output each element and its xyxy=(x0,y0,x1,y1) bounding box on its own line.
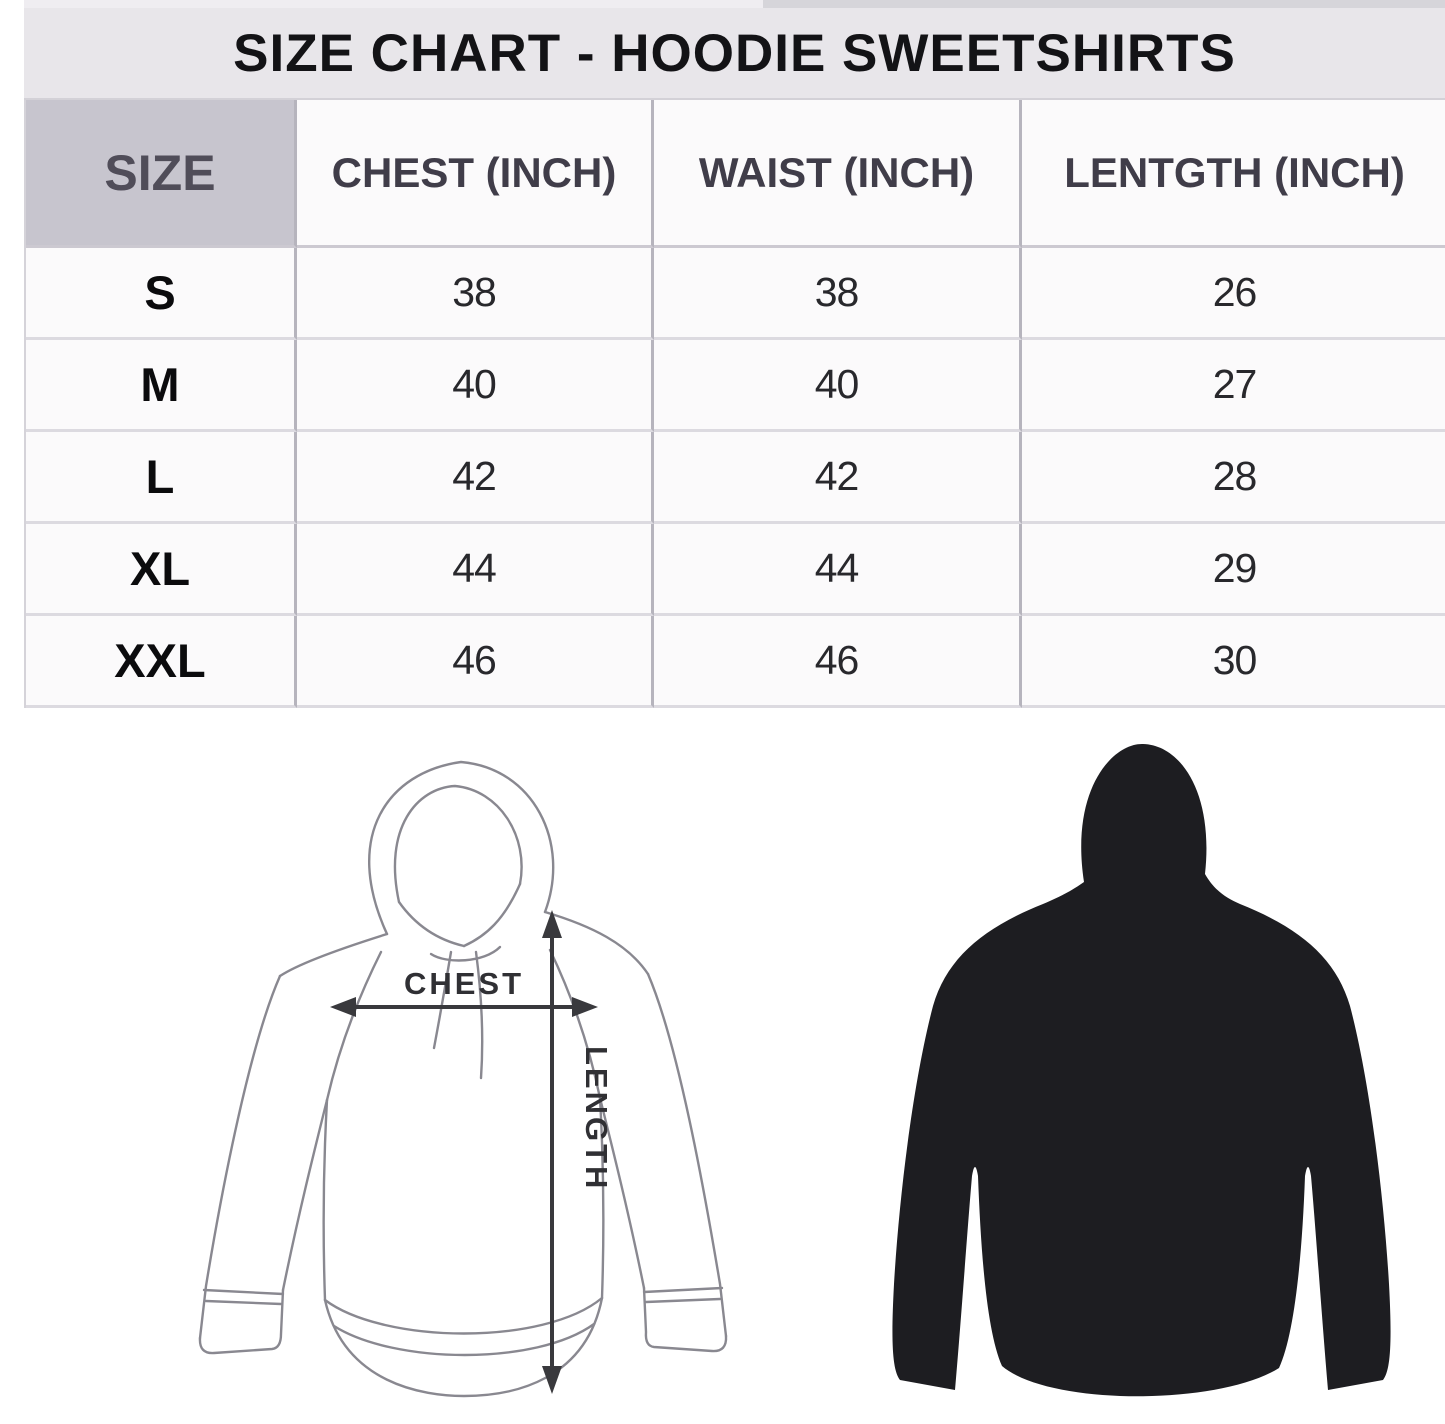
top-edge-strip xyxy=(24,0,1445,8)
row-s-waist: 38 xyxy=(654,248,1022,340)
hood-opening-left-v xyxy=(397,900,466,948)
hood-outer-line xyxy=(368,760,555,936)
row-m-chest: 40 xyxy=(297,340,654,432)
size-chart-sheet: SIZE CHART - HOODIE SWEETSHIRTS SIZE CHE… xyxy=(24,8,1445,708)
body-left xyxy=(322,1098,329,1302)
armhole-left xyxy=(325,950,383,1102)
column-header-size: SIZE xyxy=(26,100,297,248)
hem-top-line xyxy=(323,1296,604,1335)
hoodie-figures: CHEST LENGTH xyxy=(0,734,1445,1424)
column-header-waist: WAIST (INCH) xyxy=(654,100,1022,248)
hem-inner-line xyxy=(332,1322,596,1357)
row-l-length: 28 xyxy=(1022,432,1445,524)
title-bar: SIZE CHART - HOODIE SWEETSHIRTS xyxy=(24,8,1445,100)
chest-measure-label: CHEST xyxy=(404,966,524,1001)
row-xxl-size: XXL xyxy=(26,616,297,708)
hoodie-back-silhouette xyxy=(892,744,1391,1397)
cuff-right xyxy=(642,1286,728,1353)
hoodie-front-outline-diagram: CHEST LENGTH xyxy=(198,760,728,1398)
drawstring-right xyxy=(474,950,484,1080)
shoulder-right xyxy=(543,910,650,976)
row-l-size: L xyxy=(26,432,297,524)
column-header-chest: CHEST (INCH) xyxy=(297,100,654,248)
row-m-size: M xyxy=(26,340,297,432)
row-xxl-chest: 46 xyxy=(297,616,654,708)
size-table: SIZE CHEST (INCH) WAIST (INCH) LENTGTH (… xyxy=(24,100,1445,708)
row-s-chest: 38 xyxy=(297,248,654,340)
cuff-left-seam xyxy=(202,1288,285,1306)
row-m-length: 27 xyxy=(1022,340,1445,432)
row-xl-size: XL xyxy=(26,524,297,616)
silhouette-shape xyxy=(892,744,1391,1397)
hood-opening-right-v xyxy=(462,882,522,948)
drawstring-left xyxy=(432,950,453,1050)
row-xl-chest: 44 xyxy=(297,524,654,616)
sleeve-inner-right xyxy=(598,1096,646,1290)
cuff-left xyxy=(198,1288,285,1355)
row-m-waist: 40 xyxy=(654,340,1022,432)
page-title: SIZE CHART - HOODIE SWEETSHIRTS xyxy=(233,23,1236,83)
chest-arrowhead-left xyxy=(330,997,356,1017)
sleeve-inner-left xyxy=(281,1098,329,1292)
row-l-chest: 42 xyxy=(297,432,654,524)
cuff-right-seam xyxy=(642,1286,724,1304)
row-s-length: 26 xyxy=(1022,248,1445,340)
hem-bottom-line xyxy=(323,1296,604,1398)
length-arrowhead-top xyxy=(542,910,562,938)
row-l-waist: 42 xyxy=(654,432,1022,524)
chest-arrowhead-right xyxy=(572,997,598,1017)
hood-opening-line xyxy=(393,784,523,904)
armhole-right xyxy=(548,948,602,1100)
column-header-length: LENTGTH (INCH) xyxy=(1022,100,1445,248)
length-measure-label: LENGTH xyxy=(579,1046,614,1191)
row-xxl-length: 30 xyxy=(1022,616,1445,708)
length-arrowhead-bottom xyxy=(542,1366,562,1394)
sleeve-outer-right xyxy=(646,972,728,1338)
sleeve-outer-left xyxy=(198,974,282,1340)
hoodie-outline-strokes xyxy=(198,760,728,1398)
row-xl-waist: 44 xyxy=(654,524,1022,616)
measurement-arrows xyxy=(330,910,598,1394)
row-xxl-waist: 46 xyxy=(654,616,1022,708)
row-s-size: S xyxy=(26,248,297,340)
collar-line xyxy=(429,945,502,962)
shoulder-left xyxy=(278,932,389,978)
row-xl-length: 29 xyxy=(1022,524,1445,616)
body-right xyxy=(598,1096,605,1300)
